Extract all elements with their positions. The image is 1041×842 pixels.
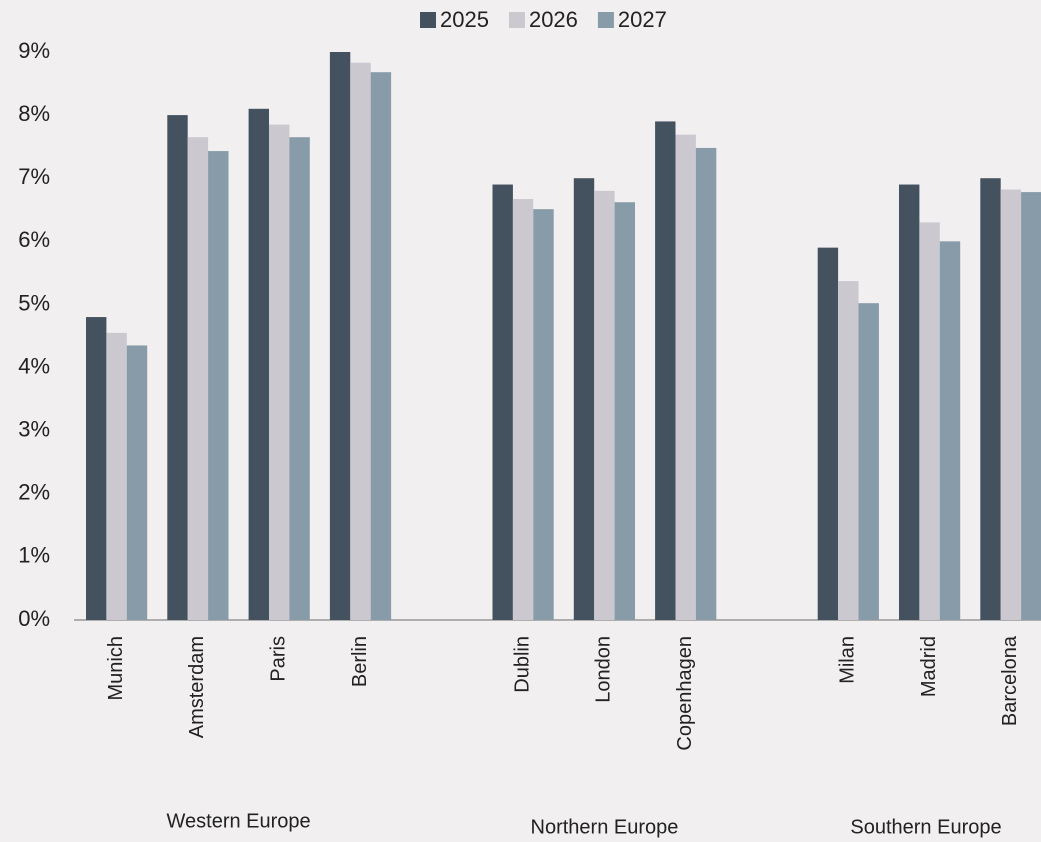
y-tick-label: 0% — [18, 606, 50, 631]
bar — [1021, 192, 1041, 620]
bar — [675, 134, 696, 621]
y-tick-label: 7% — [18, 164, 50, 189]
bar — [370, 72, 392, 620]
x-tick-label: Milan — [837, 636, 859, 684]
bar — [248, 108, 269, 621]
y-tick-label: 6% — [18, 227, 50, 252]
bar — [594, 190, 615, 620]
x-tick-label: Madrid — [918, 636, 940, 697]
legend-label: 2025 — [440, 7, 489, 32]
bar — [655, 121, 676, 620]
bar — [573, 178, 595, 620]
bar — [858, 303, 879, 620]
bar — [208, 151, 229, 620]
bar — [126, 345, 148, 620]
bar — [980, 178, 1001, 620]
bar — [1000, 189, 1022, 621]
y-tick-label: 1% — [18, 543, 50, 568]
bar — [533, 209, 554, 620]
y-tick-label: 4% — [18, 353, 50, 378]
bar — [86, 317, 107, 620]
bar — [817, 247, 839, 620]
bar — [492, 184, 513, 621]
y-tick-label: 8% — [18, 101, 50, 126]
legend-swatch — [508, 12, 525, 28]
legend-swatch — [597, 12, 614, 28]
bar — [269, 124, 290, 621]
bar — [329, 52, 351, 620]
bar — [695, 147, 717, 620]
x-tick-label: London — [593, 636, 615, 703]
x-tick-label: Amsterdam — [186, 636, 208, 738]
x-tick-label: Dublin — [511, 636, 533, 693]
bar — [939, 241, 961, 621]
x-tick-label: Munich — [105, 636, 127, 700]
bar — [106, 332, 127, 620]
bar — [187, 137, 209, 620]
bar — [512, 199, 534, 620]
bar — [289, 137, 310, 620]
bar — [167, 115, 188, 620]
y-tick-label: 9% — [18, 38, 50, 63]
x-tick-label: Berlin — [349, 636, 371, 687]
group-label: Western Europe — [167, 810, 311, 832]
bar — [838, 281, 859, 620]
x-tick-label: Barcelona — [999, 635, 1021, 726]
bar — [899, 184, 920, 621]
group-label: Northern Europe — [531, 816, 679, 838]
bar — [919, 222, 940, 620]
legend-label: 2026 — [529, 7, 578, 32]
x-tick-label: Copenhagen — [674, 636, 696, 751]
bar — [614, 202, 635, 620]
legend-label: 2027 — [618, 7, 667, 32]
legend-swatch — [420, 12, 436, 28]
y-tick-label: 3% — [18, 416, 50, 441]
y-tick-label: 2% — [18, 480, 50, 505]
group-label: Southern Europe — [850, 816, 1001, 838]
y-tick-label: 5% — [18, 290, 50, 315]
x-tick-label: Paris — [267, 636, 289, 682]
bar — [350, 62, 371, 621]
